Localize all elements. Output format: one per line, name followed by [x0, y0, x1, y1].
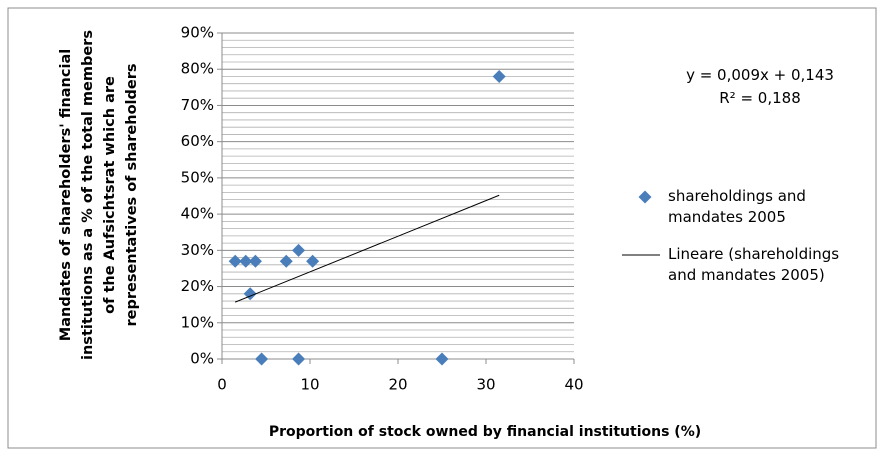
point	[239, 254, 253, 268]
point	[279, 254, 293, 268]
r-squared: R² = 0,188	[719, 89, 801, 107]
trend-line	[235, 194, 500, 303]
x-tick-label: 30	[476, 376, 495, 394]
point	[228, 254, 242, 268]
y-tick-label: 40%	[181, 205, 214, 223]
point	[306, 254, 320, 268]
y-tick-label: 90%	[181, 24, 214, 42]
y-tick-label: 60%	[181, 132, 214, 150]
legend-label: Lineare (shareholdings and mandates 2005…	[668, 245, 840, 284]
point	[255, 352, 269, 366]
equation: y = 0,009x + 0,143	[686, 66, 834, 84]
chart-border	[7, 7, 877, 449]
y-tick-label: 0%	[190, 350, 214, 368]
y-axis-label: Mandates of shareholders' financial inst…	[58, 30, 140, 360]
point	[292, 243, 306, 257]
point	[292, 352, 306, 366]
x-axis-label: Proportion of stock owned by financial i…	[268, 424, 702, 440]
x-tick-label: 40	[564, 376, 583, 394]
y-tick-label: 10%	[181, 313, 214, 331]
point	[435, 352, 449, 366]
legend-marker	[638, 190, 652, 204]
y-tick-label: 30%	[181, 241, 214, 259]
y-tick-label: 20%	[181, 277, 214, 295]
x-tick-label: 10	[300, 376, 319, 394]
y-tick-label: 50%	[181, 168, 214, 186]
point	[492, 69, 506, 83]
x-tick-label: 20	[388, 376, 407, 394]
x-tick-label: 0	[217, 376, 227, 394]
point	[248, 254, 262, 268]
y-tick-label: 80%	[181, 60, 214, 78]
y-tick-label: 70%	[181, 96, 214, 114]
legend-label: shareholdings and mandates 2005	[668, 187, 806, 226]
